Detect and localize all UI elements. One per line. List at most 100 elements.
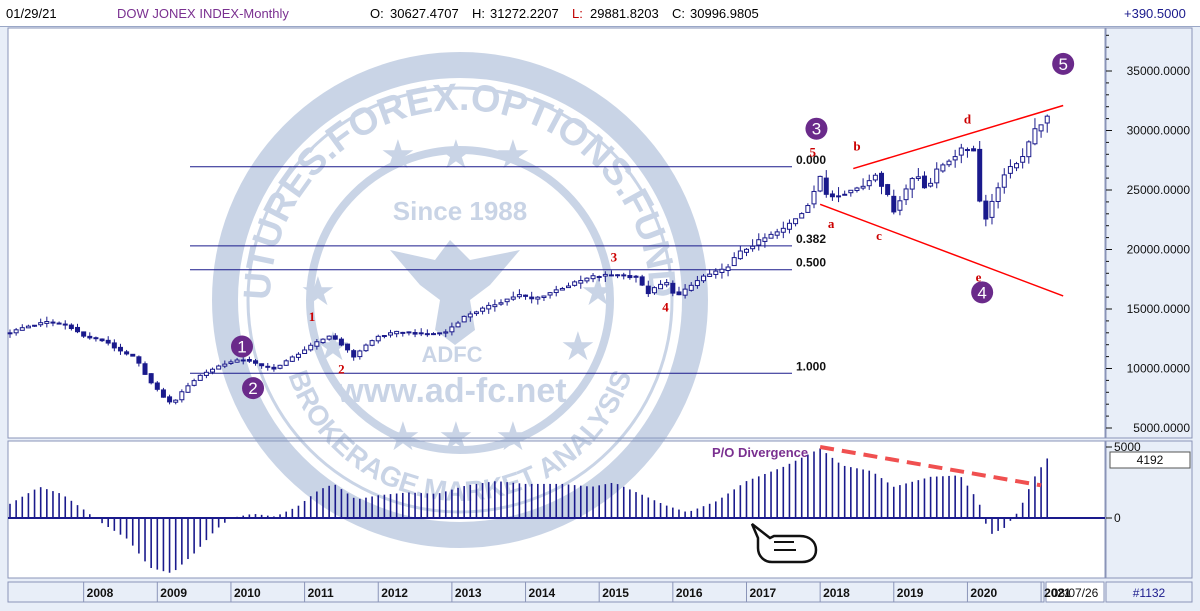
y-tick-label: 25000.0000 — [1127, 183, 1191, 197]
candle-body — [124, 351, 130, 355]
candle-body — [105, 339, 111, 344]
high-value: 31272.2207 — [490, 6, 559, 21]
candle-body — [461, 315, 467, 323]
candle-body — [743, 248, 749, 253]
x-tick-label: 2008 — [87, 586, 114, 600]
candle-body — [523, 294, 529, 297]
candle-body — [885, 184, 891, 195]
candle-body — [357, 350, 363, 358]
price-axis — [1105, 27, 1193, 439]
watermark-site: www.ad-fc.net — [336, 372, 566, 410]
y-tick-label: 5000.0000 — [1133, 421, 1190, 435]
osc-tick-label: 5000 — [1114, 440, 1141, 454]
candle-body — [608, 274, 614, 277]
pointing-hand-icon — [750, 523, 818, 564]
y-tick-label: 15000.0000 — [1127, 302, 1191, 316]
candle-body — [252, 360, 258, 364]
candle-body — [406, 331, 412, 334]
x-tick-label: 2019 — [897, 586, 924, 600]
candle-body — [25, 325, 31, 329]
candle-body — [989, 200, 995, 218]
wave-circle-5 — [1052, 52, 1075, 75]
candle-body — [320, 338, 326, 344]
candle-body — [1020, 156, 1026, 163]
candle-body — [363, 344, 369, 352]
candle-body — [38, 322, 44, 326]
divergence-annotation: P/O Divergence — [712, 445, 808, 460]
candle-body — [1001, 174, 1007, 188]
x-tick-label: 2020 — [970, 586, 997, 600]
candle-body — [737, 250, 743, 260]
wave-circle-label-2: 2 — [248, 379, 257, 398]
candle-body — [210, 368, 216, 373]
watermark-stars: ★ ★ ★ ★ ★ ★ ★ ★ ★ ★ — [300, 133, 616, 459]
candle-body — [338, 338, 344, 346]
candle-body — [854, 187, 860, 191]
candle-body — [44, 321, 50, 324]
watermark-inner-ring — [306, 146, 614, 454]
wave-label-e: e — [976, 270, 982, 285]
candle-body — [958, 147, 964, 156]
candle-body — [615, 274, 621, 277]
candle-body — [136, 356, 142, 364]
candle-body — [848, 189, 854, 194]
candle-body — [786, 222, 792, 230]
osc-last-value-box — [1109, 451, 1191, 469]
wave-circle-label-3: 3 — [812, 120, 821, 139]
candle-body — [983, 200, 989, 220]
footer-date-box — [1045, 581, 1105, 603]
fibonacci-levels: 0.000 0.382 0.500 1.000 — [190, 153, 826, 374]
candle-body — [142, 363, 148, 375]
wave-label-5: 5 — [810, 145, 817, 160]
trendlines — [819, 104, 1064, 297]
x-tick-label: 2014 — [529, 586, 556, 600]
candle-body — [412, 332, 418, 335]
x-tick-label: 2021 — [1044, 586, 1071, 600]
candle-body — [946, 160, 952, 166]
candle-body — [68, 324, 74, 330]
x-tick-label: 2009 — [160, 586, 187, 600]
candle-body — [817, 175, 823, 192]
candle-body — [713, 270, 719, 275]
candle-body — [179, 391, 185, 401]
fib-label-0.500: 0.500 — [796, 256, 826, 270]
change-value: +390.5000 — [1124, 6, 1186, 21]
candle-body — [197, 374, 203, 381]
x-tick-label: 2016 — [676, 586, 703, 600]
candle-body — [879, 172, 885, 187]
footer-date: 08/07/26 — [1052, 586, 1099, 600]
candle-body — [707, 273, 713, 277]
candle-body — [289, 356, 295, 362]
candle-body — [283, 360, 289, 366]
candle-body — [805, 205, 811, 213]
header-date: 01/29/21 — [6, 6, 57, 21]
candle-body — [7, 332, 13, 335]
candle-body — [762, 237, 768, 242]
header-bar: 01/29/21 DOW JONEX INDEX-Monthly O: 3062… — [0, 0, 1200, 27]
candle-body — [160, 389, 166, 398]
price-axis-ticks: 35000.0000 30000.0000 25000.0000 20000.0000… — [1106, 34, 1191, 435]
y-tick-label: 35000.0000 — [1127, 64, 1191, 78]
candle-body — [87, 335, 93, 339]
candle-body — [222, 363, 228, 367]
svg-text:★: ★ — [438, 133, 474, 177]
osc-last-value: 4192 — [1137, 453, 1164, 467]
candle-body — [897, 200, 903, 211]
candle-body — [1044, 115, 1050, 124]
watermark-brand: ADFC — [421, 342, 482, 367]
candle-body — [418, 332, 424, 335]
wave-circle-3 — [805, 117, 828, 140]
candle-body — [860, 185, 866, 189]
candle-body — [345, 343, 351, 351]
candle-body — [498, 302, 504, 305]
svg-text:★: ★ — [495, 415, 531, 459]
candle-body — [271, 366, 277, 370]
low-value: 29881.8203 — [590, 6, 659, 21]
candle-body — [811, 190, 817, 205]
candle-body — [246, 359, 252, 362]
trendline-2 — [819, 203, 1064, 297]
candle-body — [977, 148, 983, 202]
high-label: H: — [472, 6, 485, 21]
y-tick-label: 20000.0000 — [1127, 243, 1191, 257]
candle-body — [952, 156, 958, 161]
